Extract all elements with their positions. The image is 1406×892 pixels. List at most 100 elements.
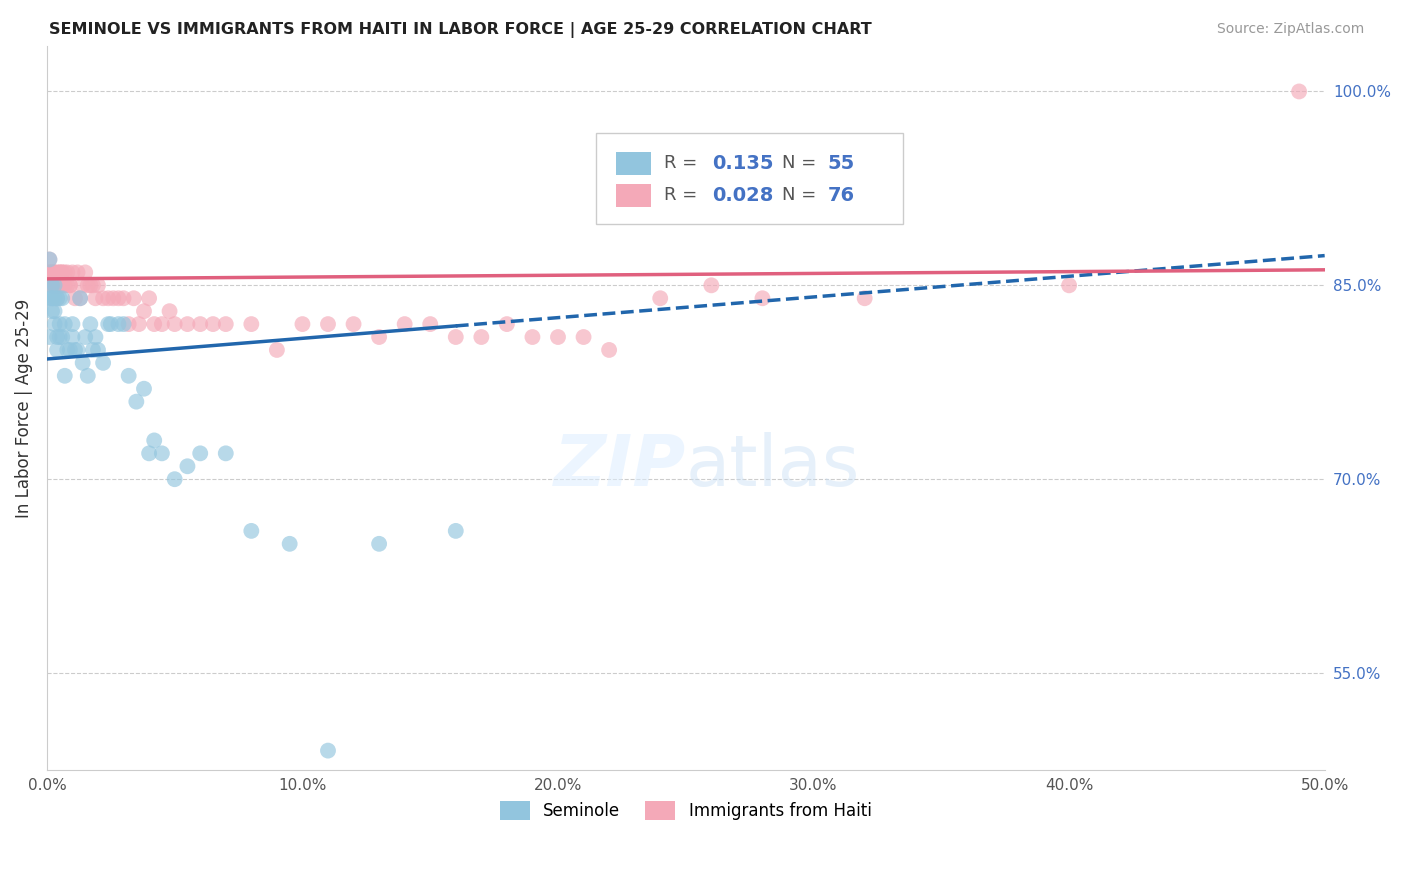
Point	[342, 317, 364, 331]
Point	[419, 317, 441, 331]
Point	[316, 317, 339, 331]
Point	[44, 265, 66, 279]
Point	[51, 330, 73, 344]
Point	[215, 317, 238, 331]
Point	[46, 278, 69, 293]
Point	[128, 317, 150, 331]
Point	[48, 317, 70, 331]
Point	[44, 304, 66, 318]
Point	[48, 265, 70, 279]
Point	[69, 291, 91, 305]
Point	[41, 278, 63, 293]
Point	[62, 330, 84, 344]
Point	[138, 291, 160, 305]
Point	[51, 291, 73, 305]
Point	[100, 317, 122, 331]
Point	[46, 343, 69, 357]
Point	[159, 304, 181, 318]
Point	[700, 278, 723, 293]
Point	[56, 278, 79, 293]
Point	[79, 317, 101, 331]
Point	[368, 330, 391, 344]
Point	[59, 343, 82, 357]
Point	[91, 291, 114, 305]
Point	[48, 265, 70, 279]
Legend: Seminole, Immigrants from Haiti: Seminole, Immigrants from Haiti	[494, 794, 879, 827]
Point	[132, 382, 155, 396]
Point	[316, 743, 339, 757]
Point	[38, 265, 60, 279]
Point	[118, 317, 141, 331]
Point	[112, 317, 135, 331]
Point	[38, 291, 60, 305]
Point	[240, 317, 263, 331]
Point	[66, 343, 89, 357]
Point	[176, 459, 198, 474]
Point	[240, 524, 263, 538]
Point	[97, 291, 120, 305]
Point	[291, 317, 314, 331]
Point	[51, 265, 73, 279]
Point	[107, 317, 129, 331]
Point	[51, 278, 73, 293]
Text: 55: 55	[828, 154, 855, 173]
Point	[56, 343, 79, 357]
Text: R =: R =	[664, 154, 703, 172]
Point	[87, 343, 110, 357]
Point	[59, 278, 82, 293]
Point	[53, 265, 76, 279]
Point	[176, 317, 198, 331]
Point	[103, 291, 125, 305]
Text: 76: 76	[828, 186, 855, 205]
Point	[143, 434, 166, 448]
Point	[79, 278, 101, 293]
Point	[69, 291, 91, 305]
Point	[53, 368, 76, 383]
Point	[48, 330, 70, 344]
Point	[368, 537, 391, 551]
Point	[46, 265, 69, 279]
Point	[62, 265, 84, 279]
Text: ZIP: ZIP	[554, 432, 686, 500]
Point	[547, 330, 569, 344]
Point	[76, 278, 98, 293]
Point	[44, 278, 66, 293]
Point	[650, 291, 672, 305]
Point	[97, 317, 120, 331]
Point	[598, 343, 620, 357]
Point	[41, 291, 63, 305]
Point	[51, 265, 73, 279]
Text: 0.028: 0.028	[713, 186, 773, 205]
Point	[75, 265, 97, 279]
Point	[53, 317, 76, 331]
Point	[48, 291, 70, 305]
Point	[66, 265, 89, 279]
Point	[63, 291, 86, 305]
Point	[122, 291, 145, 305]
Point	[266, 343, 288, 357]
Point	[278, 537, 301, 551]
Point	[1288, 85, 1310, 99]
Point	[38, 252, 60, 267]
Point	[46, 291, 69, 305]
FancyBboxPatch shape	[596, 133, 903, 224]
Point	[44, 278, 66, 293]
Text: N =: N =	[782, 154, 821, 172]
Point	[91, 356, 114, 370]
Point	[44, 265, 66, 279]
Point	[112, 291, 135, 305]
Point	[470, 330, 492, 344]
Point	[53, 278, 76, 293]
Point	[853, 291, 876, 305]
Text: atlas: atlas	[686, 432, 860, 500]
Point	[150, 446, 173, 460]
Text: R =: R =	[664, 186, 703, 204]
Point	[188, 446, 211, 460]
Point	[46, 330, 69, 344]
Point	[163, 472, 186, 486]
Point	[41, 265, 63, 279]
Point	[44, 291, 66, 305]
Point	[38, 330, 60, 344]
FancyBboxPatch shape	[616, 184, 651, 207]
Point	[82, 343, 104, 357]
